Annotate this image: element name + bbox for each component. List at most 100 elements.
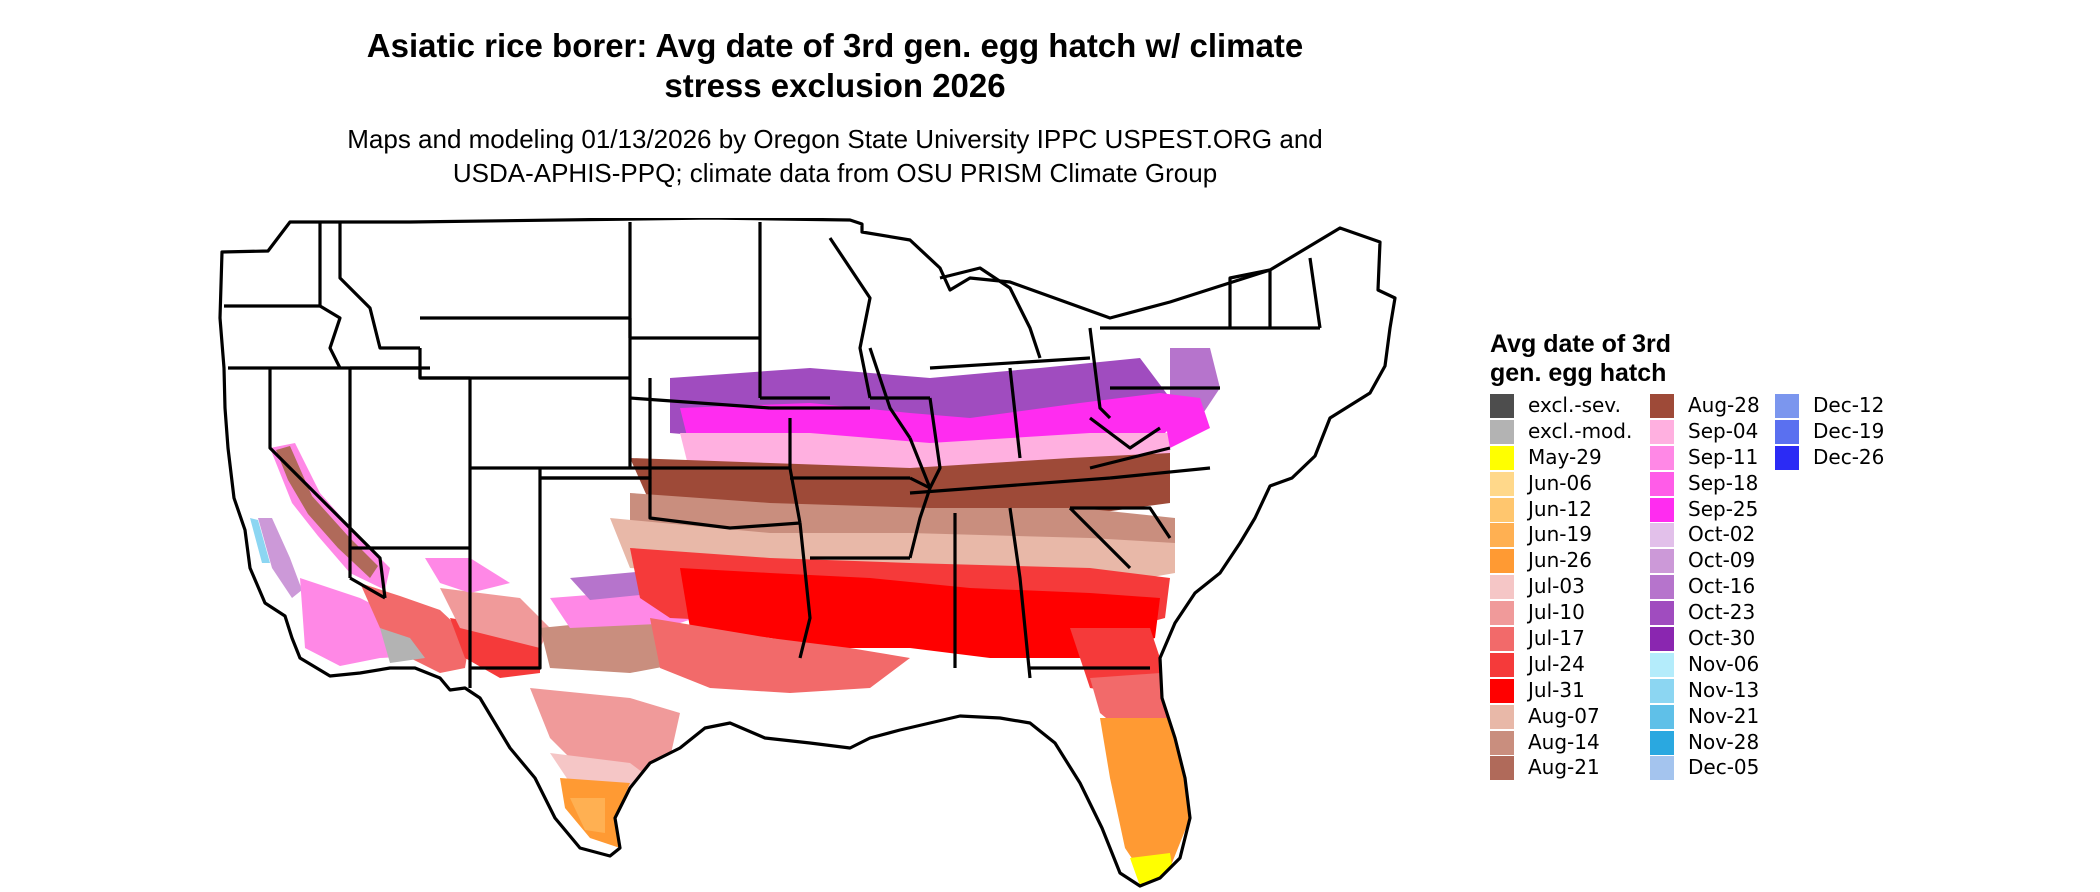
legend-label: Aug-07 (1528, 703, 1600, 728)
legend-label: Oct-09 (1688, 548, 1756, 573)
zone-socal-gray (380, 628, 425, 663)
zone-stx-orange2 (570, 798, 605, 833)
page-subtitle: Maps and modeling 01/13/2026 by Oregon S… (250, 122, 1420, 190)
legend-title-line-2: gen. egg hatch (1490, 359, 1667, 387)
legend-label: Sep-04 (1688, 418, 1759, 443)
legend-label: excl.-sev. (1528, 393, 1621, 417)
legend-swatch (1490, 549, 1514, 574)
legend-swatch (1490, 394, 1514, 418)
border-il-in (928, 397, 942, 489)
zone-gulf-red2 (680, 568, 1160, 658)
title-line-1: Asiatic rice borer: Avg date of 3rd gen.… (366, 27, 1304, 64)
border-ca-nv (268, 368, 387, 599)
border-ok-tx (540, 476, 801, 530)
map-area (218, 218, 1397, 888)
legend-label: Jun-06 (1528, 470, 1592, 495)
border-tn-nc (1089, 446, 1171, 470)
legend-label: Sep-18 (1688, 470, 1759, 495)
legend-label: Jul-10 (1528, 600, 1585, 625)
legend-swatch (1650, 549, 1674, 574)
border-va-wv (1089, 416, 1161, 450)
legend-swatch (1490, 704, 1514, 729)
legend-title: Avg date of 3rd gen. egg hatch (1490, 330, 1671, 388)
border-al-ga (1008, 507, 1032, 679)
legend-swatch (1650, 601, 1674, 626)
border-sc-nc (1070, 506, 1172, 539)
legend-swatch (1490, 445, 1514, 470)
border-mi-lower (939, 266, 1042, 359)
subtitle-line-2: USDA-APHIS-PPQ; climate data from OSU PR… (452, 158, 1218, 188)
legend-swatch (1650, 497, 1674, 522)
legend-swatch (1490, 627, 1514, 652)
legend-label: Jun-26 (1528, 548, 1592, 573)
us-outline (218, 218, 1397, 888)
legend-label: Jun-12 (1528, 496, 1592, 521)
border-ky-tn (909, 476, 1111, 495)
border-me-nh (1308, 257, 1322, 329)
legend-swatch (1650, 652, 1674, 677)
legend-label: Dec-12 (1813, 393, 1885, 417)
us-map (218, 218, 1397, 888)
zone-socal-red (360, 583, 470, 673)
legend-swatch (1650, 445, 1674, 470)
legend-swatch (1650, 394, 1674, 418)
zone-sw-pink (425, 558, 510, 593)
legend-label: excl.-mod. (1528, 418, 1633, 443)
border-nm-tx (470, 468, 542, 670)
legend-swatch (1490, 730, 1514, 755)
border-in-oh (1008, 367, 1022, 459)
legend-swatch (1650, 627, 1674, 652)
legend-label: Dec-05 (1688, 755, 1760, 780)
legend-swatch (1775, 394, 1799, 418)
legend-label: Sep-11 (1688, 444, 1759, 469)
legend-swatch (1650, 678, 1674, 703)
zone-az-pink (440, 588, 550, 648)
legend-label: Jul-24 (1528, 651, 1585, 676)
legend-swatch (1490, 652, 1514, 677)
zone-ca-coast-purple (258, 518, 302, 598)
legend-label: Nov-21 (1688, 703, 1760, 728)
legend-swatch (1490, 601, 1514, 626)
legend-label: Sep-25 (1688, 496, 1759, 521)
zone-ca-coast-blue (250, 518, 270, 563)
title-line-2: stress exclusion 2026 (664, 67, 1006, 104)
legend-swatch (1490, 471, 1514, 496)
border-mn-wi (828, 237, 872, 399)
border-new-england (1228, 268, 1271, 328)
legend-swatch (1490, 678, 1514, 703)
legend-label: Aug-21 (1528, 755, 1600, 780)
legend-label: Oct-02 (1688, 522, 1756, 547)
legend-swatch (1650, 523, 1674, 548)
state-borders (218, 218, 1397, 888)
legend-swatch (1650, 575, 1674, 600)
legend-label: Oct-16 (1688, 574, 1756, 599)
legend-label: Nov-28 (1688, 729, 1760, 754)
border-va-nc (1109, 466, 1211, 480)
border-nv-az (349, 576, 386, 600)
border-ga-sc (1068, 506, 1132, 570)
border-id-mt (338, 222, 420, 350)
legend-label: Oct-30 (1688, 626, 1756, 651)
legend-label: Nov-13 (1688, 677, 1760, 702)
border-mo-il-ky (908, 437, 932, 489)
zone-fl-orange (1100, 718, 1190, 878)
legend-swatch (1650, 730, 1674, 755)
legend-swatch (1490, 756, 1514, 781)
legend-swatch (1650, 471, 1674, 496)
legend-label: May-29 (1528, 444, 1602, 469)
border-or-id (319, 304, 342, 369)
border-ia-il (868, 347, 912, 439)
legend-swatch (1490, 523, 1514, 548)
subtitle-line-1: Maps and modeling 01/13/2026 by Oregon S… (347, 124, 1323, 154)
legend-label: Oct-23 (1688, 600, 1756, 625)
legend-swatch (1490, 419, 1514, 444)
legend-swatch (1490, 497, 1514, 522)
legend-label: Jul-31 (1528, 677, 1585, 702)
legend-swatch (1650, 419, 1674, 444)
page-title: Asiatic rice borer: Avg date of 3rd gen.… (250, 26, 1420, 106)
legend-label: Nov-06 (1688, 651, 1760, 676)
border-tx-la (798, 522, 812, 659)
legend-swatch (1650, 704, 1674, 729)
legend-label: Jun-19 (1528, 522, 1592, 547)
border-mi-in-oh (929, 356, 1091, 370)
